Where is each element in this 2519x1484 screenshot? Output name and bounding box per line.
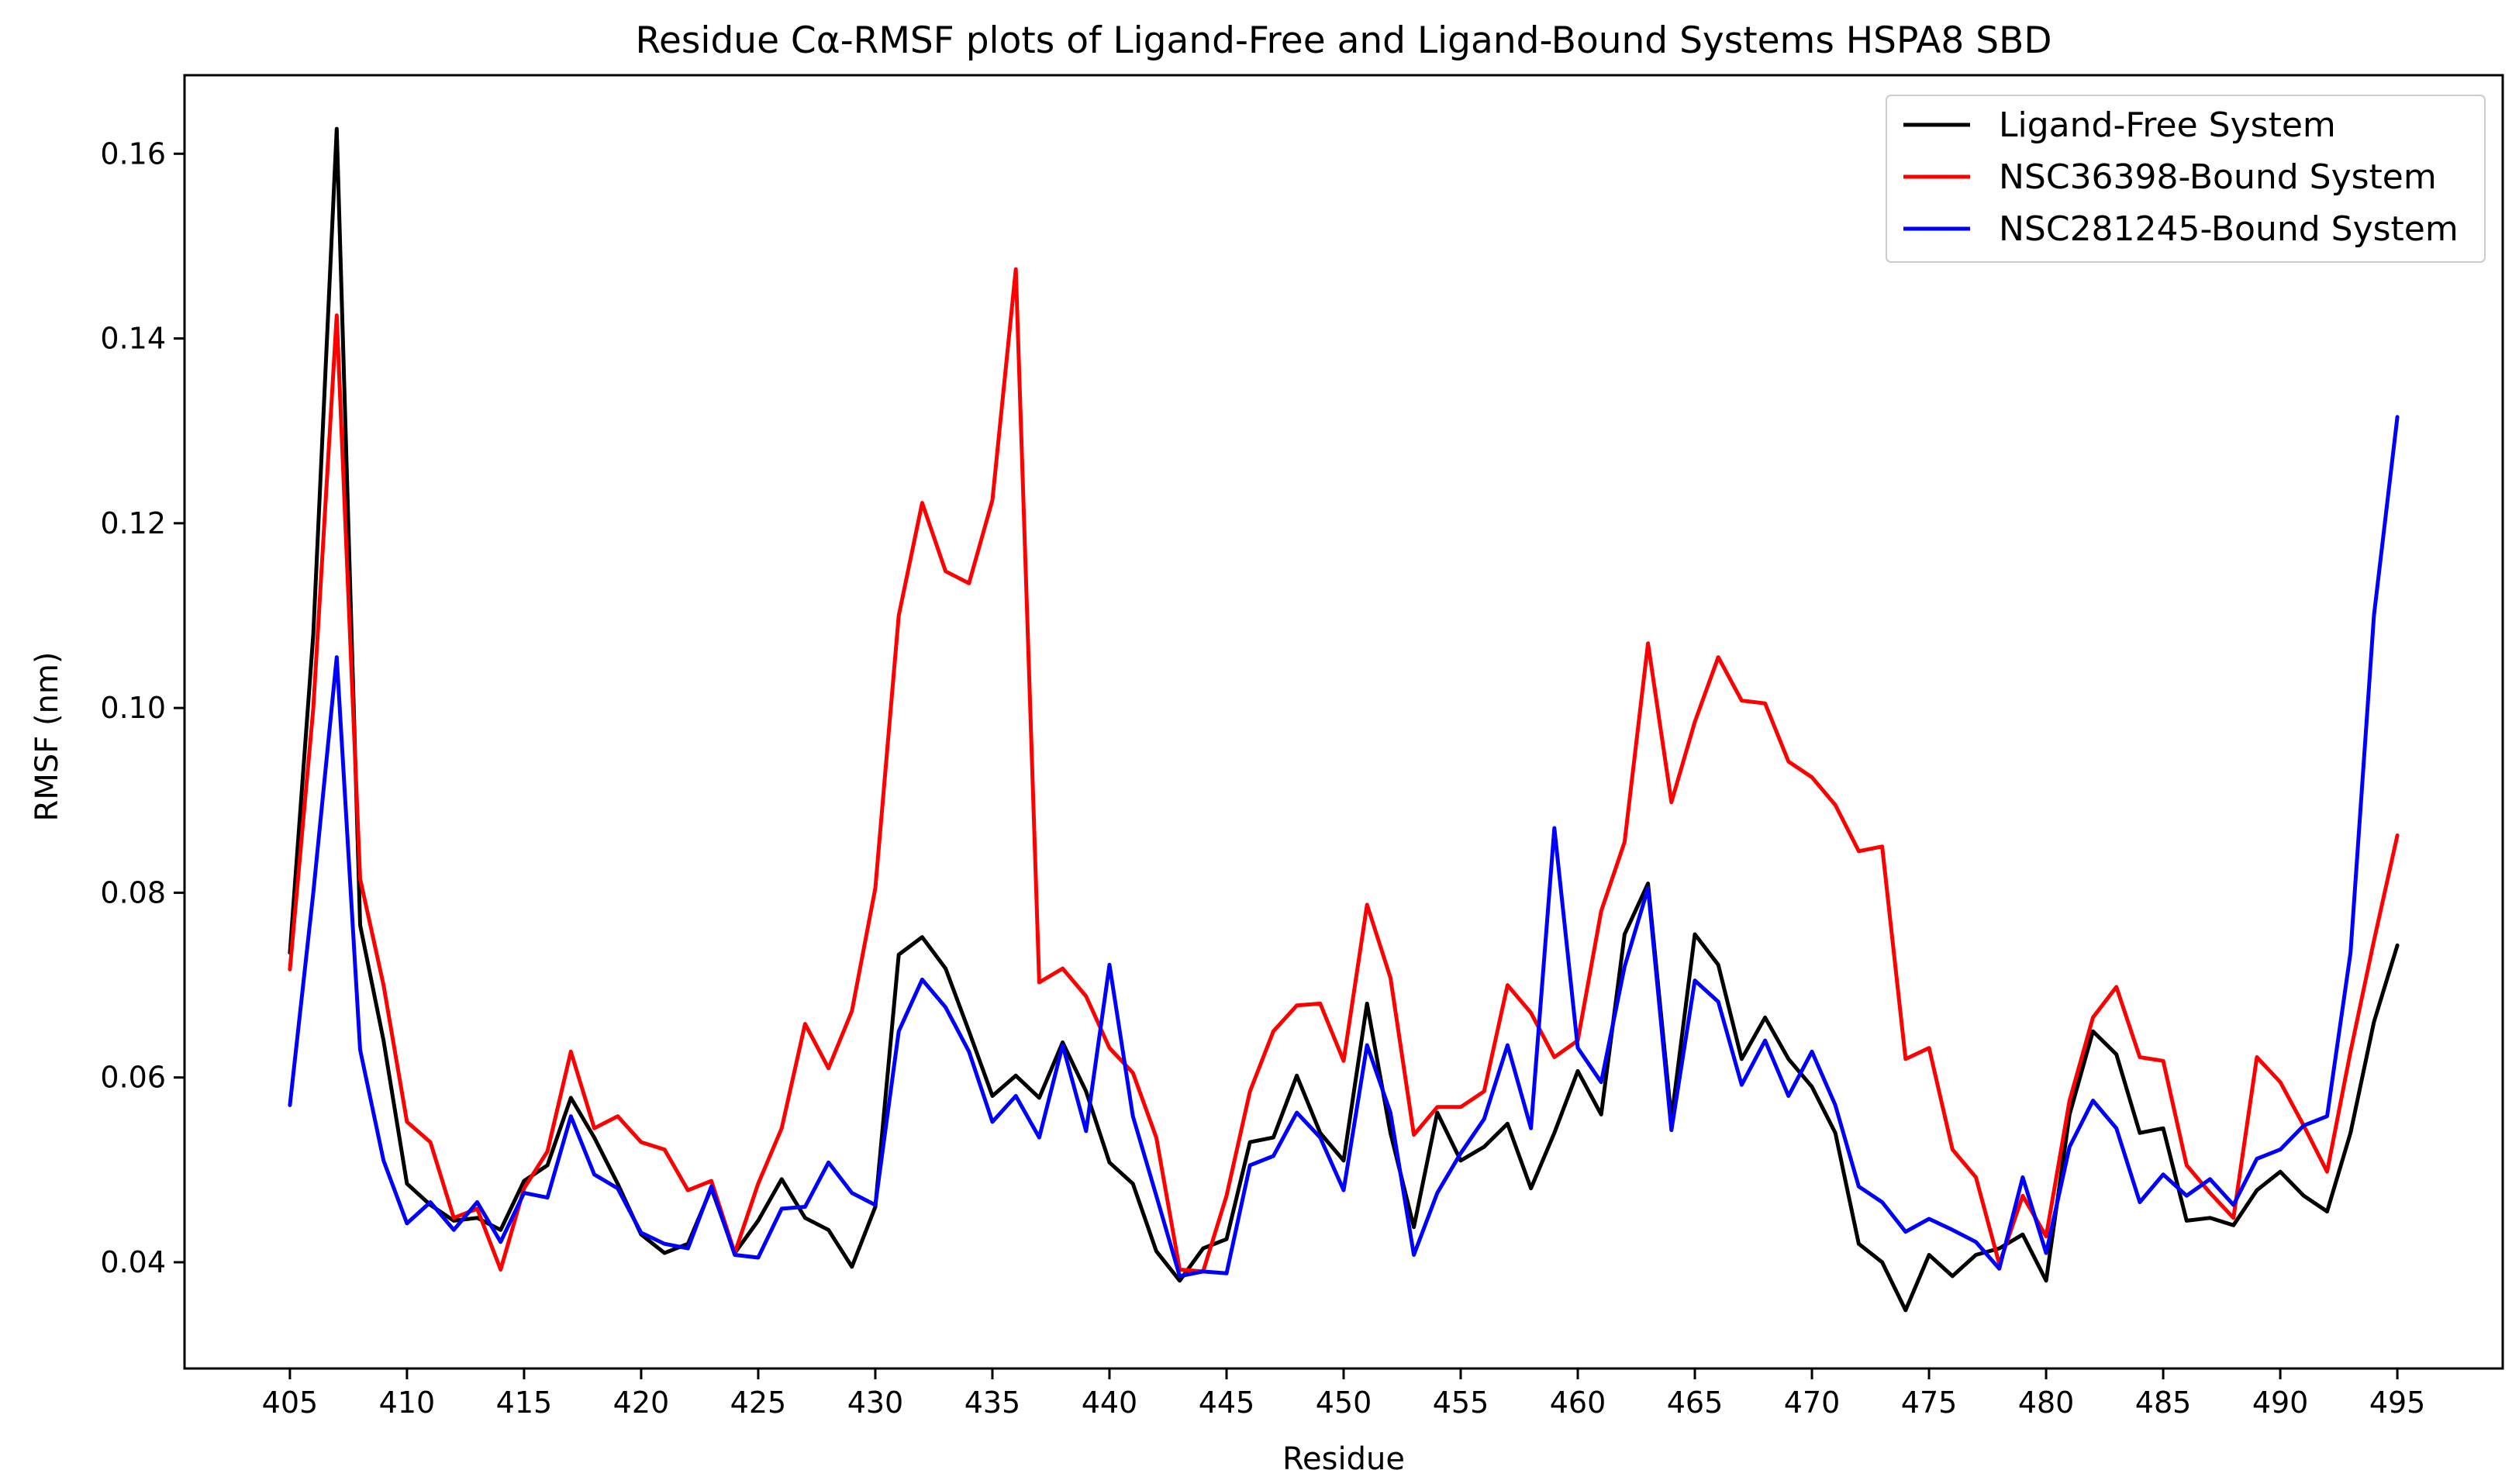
x-tick-label: 405: [262, 1386, 319, 1420]
y-tick-label: 0.08: [100, 875, 166, 909]
legend: Ligand-Free System NSC36398-Bound System N…: [1886, 95, 2486, 263]
x-tick-label: 480: [2018, 1386, 2075, 1420]
x-tick-label: 460: [1550, 1386, 1606, 1420]
series-line-2: [288, 415, 2400, 1279]
x-tick-label: 435: [964, 1386, 1021, 1420]
y-tick-label: 0.16: [100, 136, 166, 171]
y-tick-label: 0.14: [100, 322, 166, 356]
x-tick-label: 430: [847, 1386, 904, 1420]
y-axis-label: RMSF (nm): [29, 652, 65, 822]
legend-label: NSC36398-Bound System: [1999, 157, 2437, 197]
chart-title: Residue Cα-RMSF plots of Ligand-Free and…: [635, 19, 2051, 62]
legend-label: NSC281245-Bound System: [1999, 209, 2459, 249]
y-tick-label: 0.12: [100, 506, 166, 540]
x-axis: 405 410 415 420 425 430 435 440 445 450 455 460 465 4…: [262, 1368, 2426, 1420]
x-tick-label: 490: [2252, 1386, 2309, 1420]
x-tick-label: 440: [1082, 1386, 1138, 1420]
x-axis-label: Residue: [1282, 1441, 1405, 1477]
series-line-1: [288, 267, 2400, 1274]
x-tick-label: 445: [1199, 1386, 1255, 1420]
x-tick-label: 450: [1316, 1386, 1372, 1420]
x-tick-label: 465: [1667, 1386, 1724, 1420]
legend-box: [1886, 95, 2486, 263]
x-tick-label: 425: [730, 1386, 787, 1420]
y-tick-label: 0.06: [100, 1061, 166, 1095]
x-tick-label: 495: [2369, 1386, 2426, 1420]
x-tick-label: 485: [2135, 1386, 2192, 1420]
y-tick-label: 0.10: [100, 691, 166, 725]
legend-label: Ligand-Free System: [1999, 105, 2336, 145]
x-tick-label: 470: [1784, 1386, 1841, 1420]
series-lines: [288, 126, 2400, 1313]
x-tick-label: 415: [496, 1386, 553, 1420]
x-tick-label: 420: [613, 1386, 670, 1420]
y-tick-label: 0.04: [100, 1245, 166, 1279]
x-tick-label: 455: [1433, 1386, 1489, 1420]
x-tick-label: 475: [1901, 1386, 1958, 1420]
y-axis: 0.04 0.06 0.08 0.10 0.12 0.14 0.16: [100, 136, 185, 1279]
x-tick-label: 410: [379, 1386, 436, 1420]
